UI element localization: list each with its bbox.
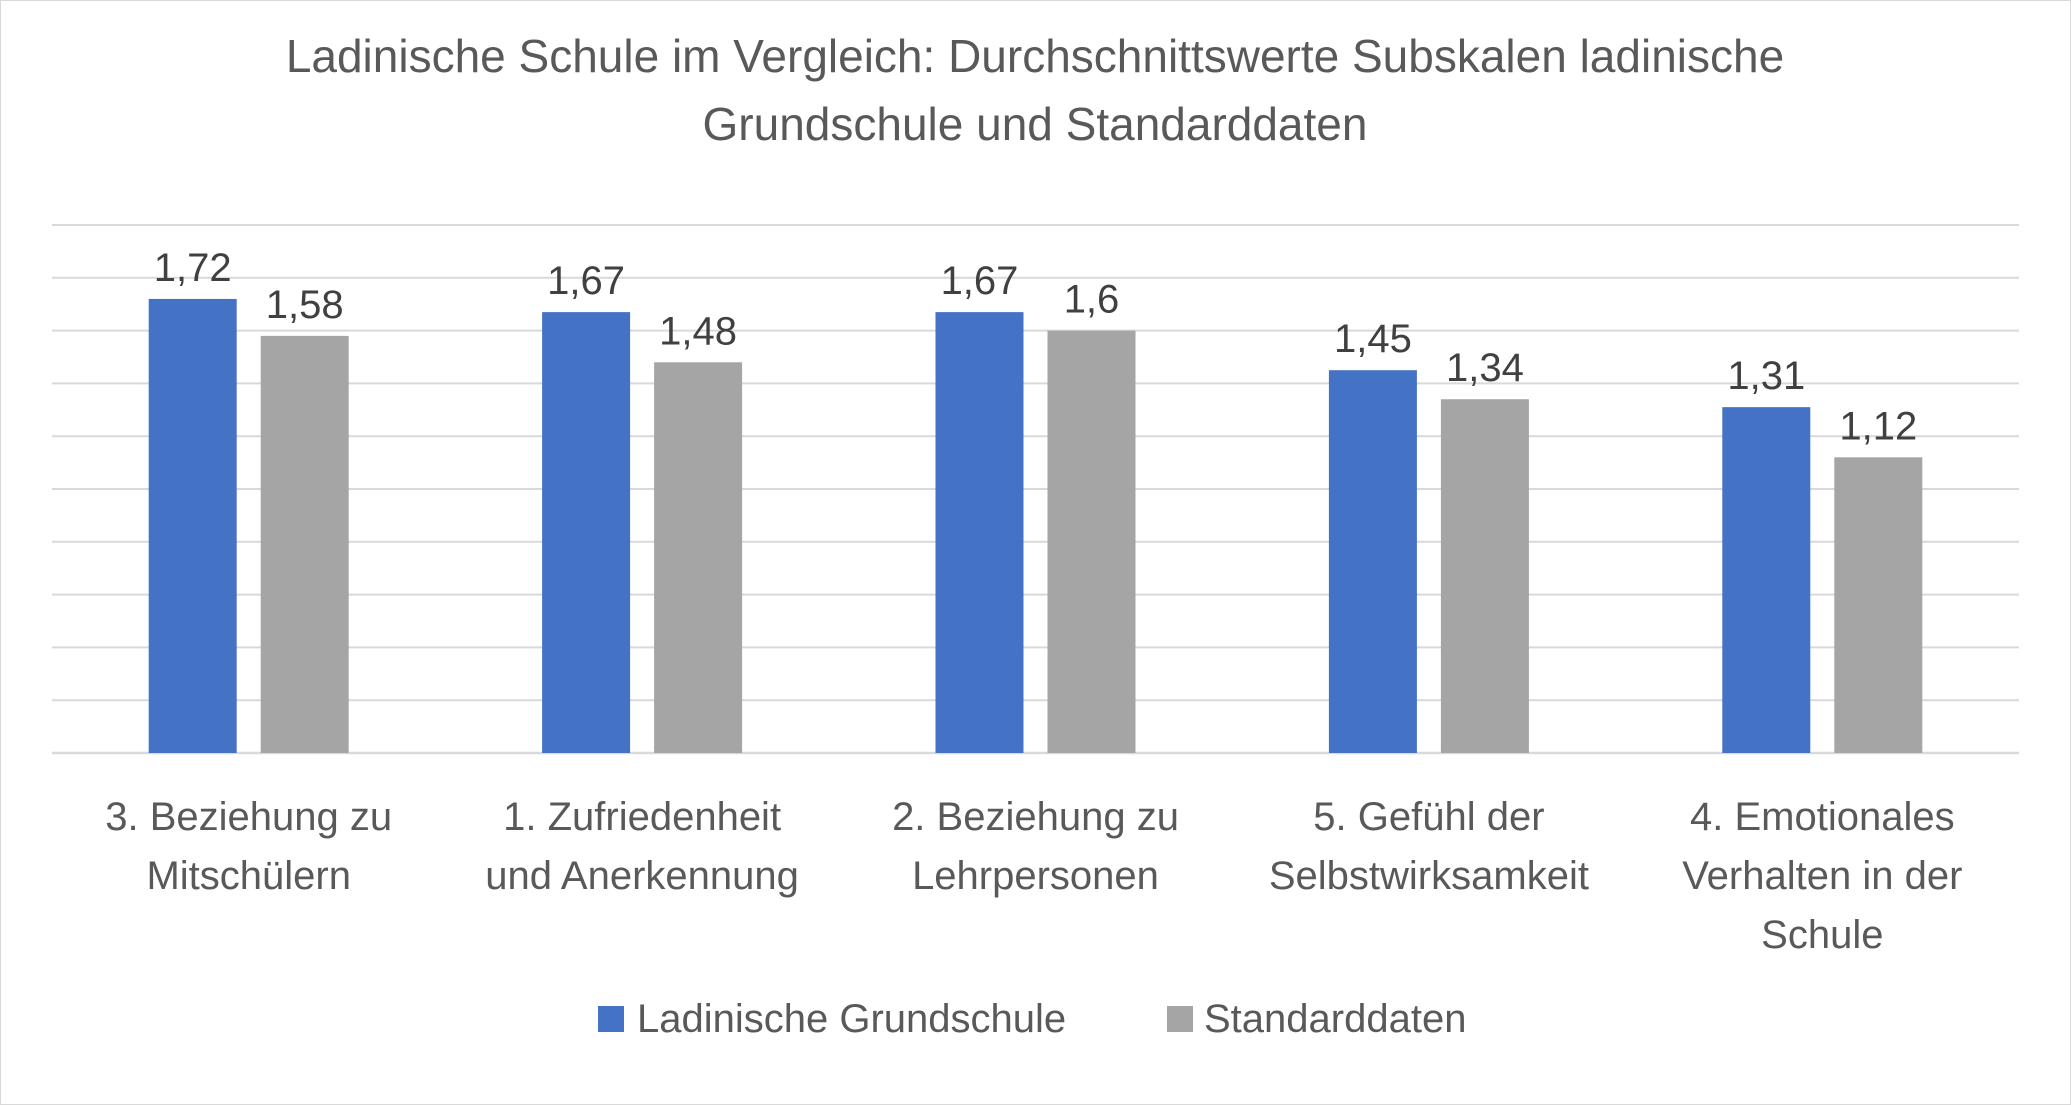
- category-label: Selbstwirksamkeit: [1269, 854, 1589, 898]
- bar: [542, 312, 631, 753]
- category-label: Mitschülern: [146, 854, 351, 898]
- chart-title-line: Ladinische Schule im Vergleich: Durchsch…: [286, 30, 1784, 82]
- category-label: 1. Zufriedenheit: [503, 795, 781, 839]
- data-label: 1,34: [1446, 346, 1524, 390]
- bar: [1722, 407, 1811, 753]
- legend-swatch: [1167, 1006, 1193, 1032]
- bar: [260, 335, 349, 753]
- data-label: 1,12: [1839, 404, 1917, 448]
- legend-label: Standarddaten: [1204, 997, 1466, 1041]
- data-label: 1,72: [154, 246, 232, 290]
- data-label: 1,58: [266, 283, 344, 327]
- chart-title-line: Grundschule und Standarddaten: [703, 98, 1368, 150]
- bar: [148, 298, 237, 753]
- bar: [1328, 370, 1417, 753]
- category-label: 4. Emotionales: [1690, 795, 1955, 839]
- legend-label: Ladinische Grundschule: [637, 997, 1066, 1041]
- category-label: Schule: [1761, 913, 1883, 957]
- data-label: 1,45: [1334, 317, 1412, 361]
- bar: [935, 312, 1024, 753]
- bar: [654, 362, 743, 753]
- category-label: 2. Beziehung zu: [892, 795, 1179, 839]
- data-label: 1,6: [1064, 278, 1120, 322]
- bar: [1440, 399, 1529, 753]
- data-label: 1,67: [941, 259, 1019, 303]
- category-label: 5. Gefühl der: [1313, 795, 1544, 839]
- category-label: und Anerkennung: [485, 854, 799, 898]
- data-label: 1,48: [659, 309, 737, 353]
- category-label: Verhalten in der: [1682, 854, 1962, 898]
- bar: [1834, 457, 1923, 753]
- category-label: Lehrpersonen: [912, 854, 1159, 898]
- category-label: 3. Beziehung zu: [105, 795, 392, 839]
- data-label: 1,67: [547, 259, 625, 303]
- legend-swatch: [598, 1006, 624, 1032]
- bar: [1047, 330, 1136, 753]
- data-label: 1,31: [1727, 354, 1805, 398]
